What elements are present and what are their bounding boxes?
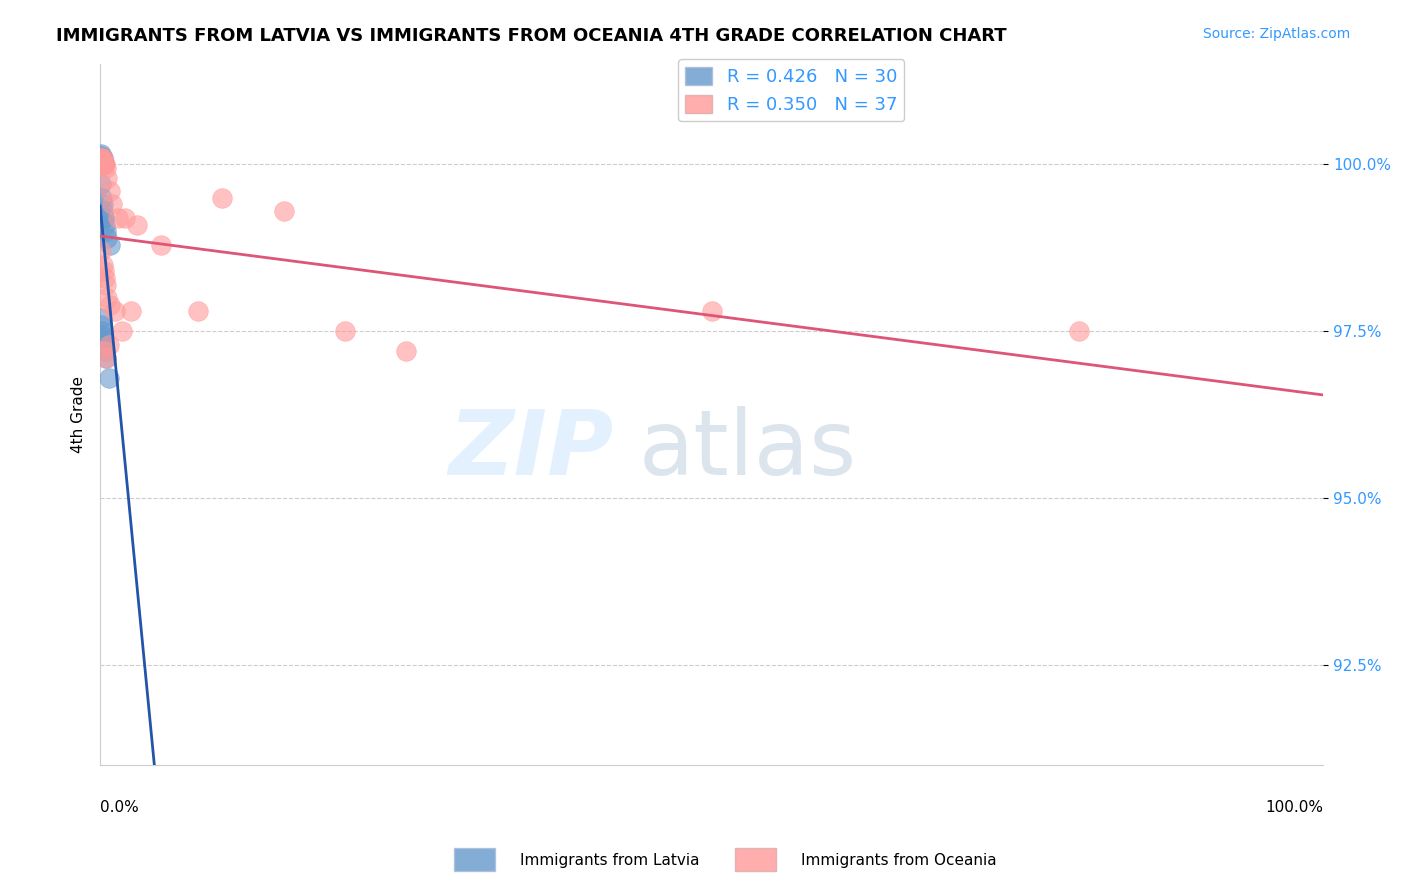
Text: Immigrants from Latvia: Immigrants from Latvia — [520, 854, 700, 868]
Point — [97, 371, 120, 385]
Point — [211, 191, 233, 205]
Point — [90, 147, 112, 161]
Point — [91, 154, 114, 169]
Point — [90, 244, 112, 259]
Point — [91, 157, 114, 171]
Point — [90, 151, 112, 165]
Y-axis label: 4th Grade: 4th Grade — [72, 376, 86, 453]
Text: 0.0%: 0.0% — [100, 800, 139, 815]
Point — [187, 304, 209, 318]
Point — [90, 151, 112, 165]
Point — [90, 157, 112, 171]
Point — [1067, 324, 1090, 338]
Point — [94, 344, 117, 359]
Point — [107, 211, 129, 225]
Point — [96, 291, 118, 305]
Text: atlas: atlas — [638, 406, 856, 494]
Point — [93, 337, 115, 351]
Point — [90, 310, 112, 325]
Point — [91, 156, 114, 170]
Point — [90, 154, 112, 169]
Point — [96, 224, 118, 238]
Point — [93, 157, 115, 171]
Point — [700, 304, 723, 318]
Point — [93, 157, 115, 171]
Point — [91, 334, 114, 349]
Point — [90, 149, 112, 163]
Point — [90, 318, 112, 332]
Point — [91, 258, 114, 272]
Text: IMMIGRANTS FROM LATVIA VS IMMIGRANTS FROM OCEANIA 4TH GRADE CORRELATION CHART: IMMIGRANTS FROM LATVIA VS IMMIGRANTS FRO… — [56, 27, 1007, 45]
Point — [90, 324, 112, 338]
Point — [94, 351, 117, 365]
Point — [91, 154, 114, 169]
Point — [395, 344, 418, 359]
Point — [150, 237, 173, 252]
Point — [94, 271, 117, 285]
Point — [96, 351, 118, 365]
Point — [120, 304, 142, 318]
Point — [111, 324, 134, 338]
Point — [96, 161, 118, 175]
Point — [90, 151, 112, 165]
Point — [114, 211, 136, 225]
Point — [273, 204, 295, 219]
Point — [91, 197, 114, 211]
Point — [125, 218, 148, 232]
Point — [91, 204, 114, 219]
Point — [91, 151, 114, 165]
Point — [91, 191, 114, 205]
Point — [101, 197, 124, 211]
Text: Source: ZipAtlas.com: Source: ZipAtlas.com — [1202, 27, 1350, 41]
Point — [96, 231, 118, 245]
Point — [98, 184, 121, 198]
Point — [90, 152, 112, 166]
Point — [90, 178, 112, 192]
Text: 100.0%: 100.0% — [1265, 800, 1323, 815]
Point — [98, 237, 121, 252]
Point — [93, 344, 115, 359]
Point — [96, 170, 118, 185]
Text: ZIP: ZIP — [449, 406, 614, 494]
Point — [91, 154, 114, 169]
Point — [94, 218, 117, 232]
Point — [96, 277, 118, 292]
Point — [91, 157, 114, 171]
Legend: R = 0.426   N = 30, R = 0.350   N = 37: R = 0.426 N = 30, R = 0.350 N = 37 — [678, 60, 904, 121]
Point — [93, 264, 115, 278]
Point — [93, 211, 115, 225]
Point — [333, 324, 356, 338]
Point — [97, 337, 120, 351]
Point — [91, 151, 114, 165]
Point — [91, 327, 114, 342]
Point — [93, 211, 115, 225]
Point — [98, 298, 121, 312]
Point — [104, 304, 127, 318]
Point — [91, 331, 114, 345]
Text: Immigrants from Oceania: Immigrants from Oceania — [801, 854, 997, 868]
Point — [94, 157, 117, 171]
